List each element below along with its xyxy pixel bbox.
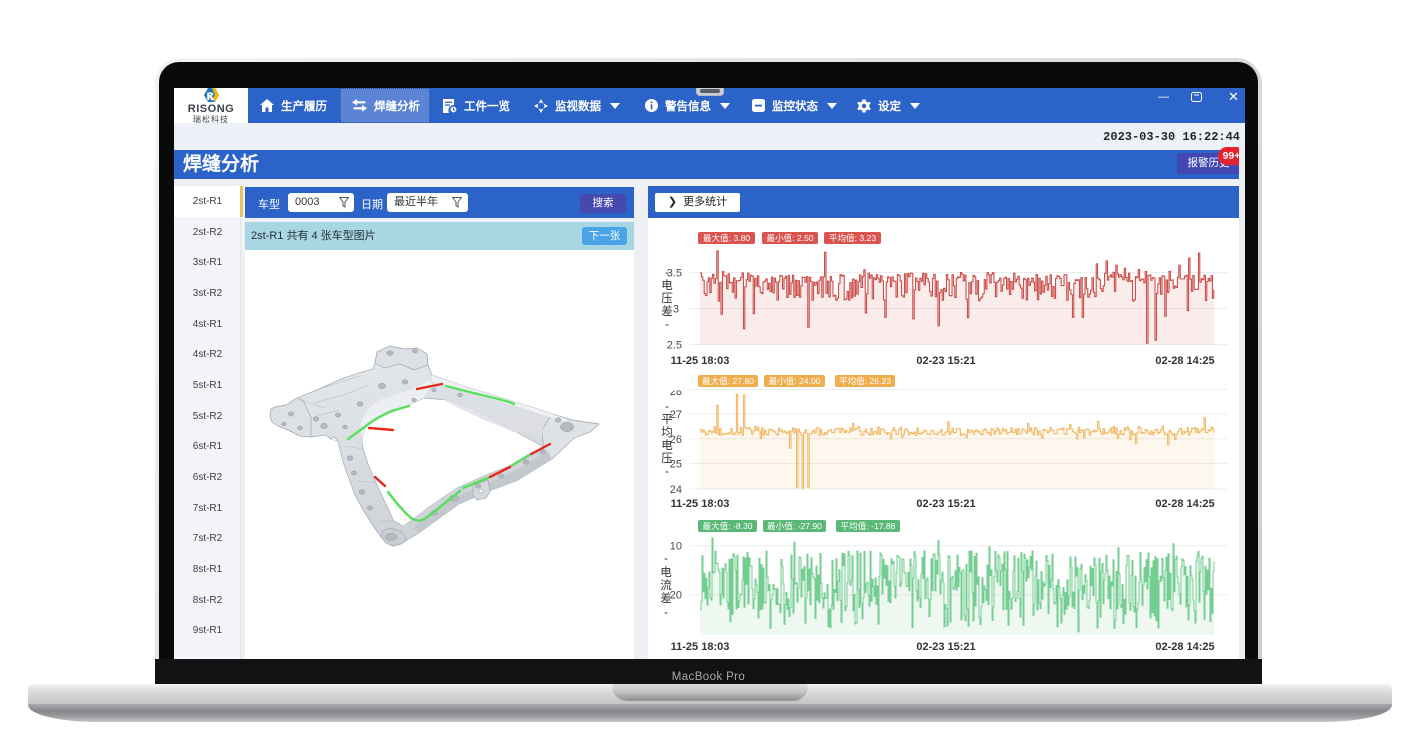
svg-text:-: - (665, 401, 669, 413)
svg-text:02-28 14:25: 02-28 14:25 (1155, 641, 1214, 653)
svg-text:平均值: -17.88: 平均值: -17.88 (841, 520, 896, 531)
svg-text:平均值: 26.23: 平均值: 26.23 (839, 375, 891, 386)
svg-text:3: 3 (673, 304, 679, 316)
svg-text:11-25 18:03: 11-25 18:03 (671, 355, 730, 367)
svg-text:11-25 18:03: 11-25 18:03 (671, 498, 730, 510)
svg-text:最大值: -8.30: 最大值: -8.30 (702, 520, 752, 531)
svg-text:电: 电 (660, 566, 672, 579)
svg-text:27: 27 (670, 409, 682, 421)
svg-text:平: 平 (661, 414, 673, 426)
svg-text:2.5: 2.5 (667, 340, 682, 352)
svg-text:平均值: 3.23: 平均值: 3.23 (829, 232, 877, 243)
svg-text:3.5: 3.5 (667, 268, 682, 280)
svg-text:最小值: -27.90: 最小值: -27.90 (767, 520, 822, 531)
svg-text:-: - (665, 267, 669, 279)
svg-text:20: 20 (670, 590, 682, 602)
svg-text:11-25 18:03: 11-25 18:03 (671, 641, 730, 653)
svg-text:02-23 15:21: 02-23 15:21 (916, 641, 975, 653)
svg-text:10: 10 (670, 541, 682, 553)
svg-text:电: 电 (661, 439, 673, 452)
svg-text:最大值: 27.80: 最大值: 27.80 (702, 375, 754, 386)
svg-text:-: - (665, 466, 669, 478)
svg-text:02-28 14:25: 02-28 14:25 (1155, 498, 1214, 510)
svg-text:-: - (664, 553, 668, 565)
svg-text:最小值: 2.50: 最小值: 2.50 (766, 232, 814, 243)
svg-text:差: 差 (661, 304, 673, 318)
svg-text:差: 差 (660, 591, 672, 605)
svg-text:均: 均 (661, 426, 673, 439)
svg-text:26: 26 (670, 434, 682, 446)
svg-text:24: 24 (670, 484, 682, 496)
svg-text:最大值: 3.80: 最大值: 3.80 (703, 232, 751, 243)
svg-text:压: 压 (661, 292, 673, 305)
svg-text:25: 25 (670, 459, 682, 471)
svg-text:02-23 15:21: 02-23 15:21 (916, 355, 975, 367)
svg-text:电: 电 (661, 279, 673, 292)
svg-text:-: - (665, 319, 669, 331)
svg-text:02-23 15:21: 02-23 15:21 (916, 498, 975, 510)
svg-text:02-28 14:25: 02-28 14:25 (1155, 355, 1214, 367)
svg-text:-: - (664, 607, 668, 619)
svg-text:最小值: 24.00: 最小值: 24.00 (768, 375, 820, 386)
svg-text:压: 压 (661, 452, 673, 465)
svg-text:流: 流 (660, 578, 672, 592)
